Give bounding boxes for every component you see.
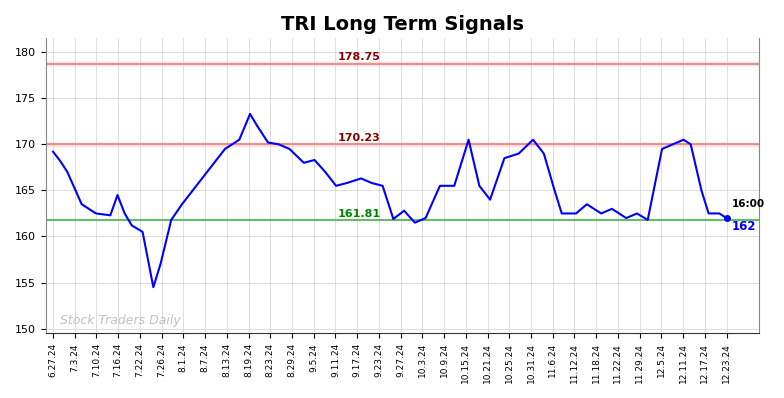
Text: 161.81: 161.81 — [337, 209, 380, 219]
Title: TRI Long Term Signals: TRI Long Term Signals — [281, 15, 524, 34]
Text: Stock Traders Daily: Stock Traders Daily — [60, 314, 181, 327]
Bar — [45, 62, 759, 65]
Bar — [45, 143, 759, 146]
Text: 162: 162 — [732, 220, 757, 233]
Text: 16:00: 16:00 — [732, 199, 765, 209]
Text: 170.23: 170.23 — [337, 133, 380, 143]
Text: 178.75: 178.75 — [337, 53, 380, 62]
